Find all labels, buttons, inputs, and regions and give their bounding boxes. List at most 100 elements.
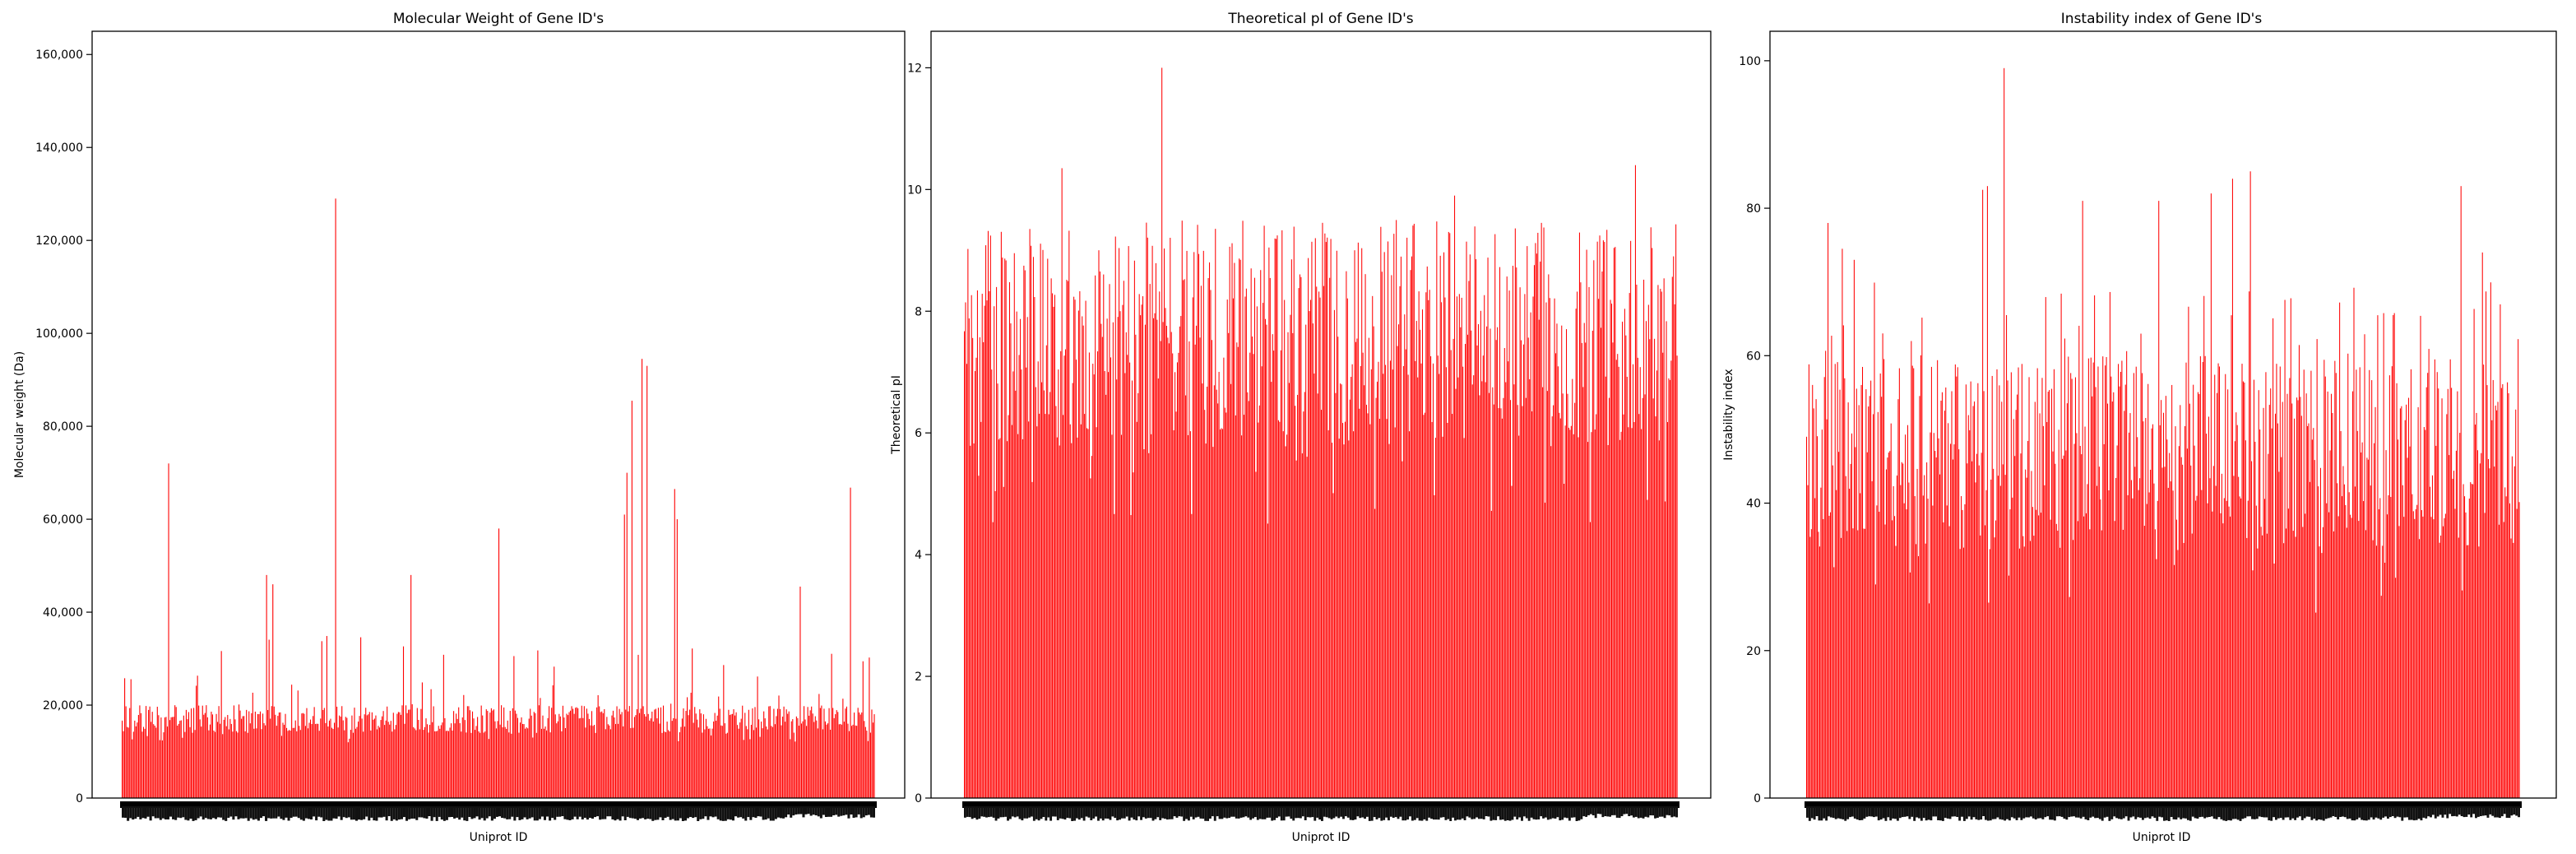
bar bbox=[1604, 242, 1605, 798]
bar bbox=[2495, 405, 2496, 798]
x-tick-label bbox=[1656, 806, 1659, 818]
bar bbox=[1932, 505, 1934, 798]
x-tick-label bbox=[330, 806, 333, 821]
bar bbox=[213, 731, 215, 798]
x-tick-label bbox=[1985, 806, 1987, 820]
x-tick-label bbox=[636, 806, 639, 820]
x-tick-label bbox=[2277, 806, 2280, 819]
bar bbox=[1036, 426, 1038, 798]
x-tick-label bbox=[257, 806, 260, 821]
x-tick-label bbox=[1116, 806, 1119, 821]
x-tick-label bbox=[1434, 806, 1438, 820]
x-tick-label bbox=[1316, 806, 1319, 818]
bar bbox=[1131, 380, 1133, 798]
x-tick-label bbox=[1958, 806, 1962, 821]
bar bbox=[1252, 336, 1253, 798]
bar bbox=[1916, 468, 1918, 798]
x-tick-label bbox=[2241, 806, 2245, 819]
bar bbox=[358, 722, 359, 798]
bar bbox=[1837, 362, 1838, 798]
bar bbox=[1404, 314, 1406, 798]
bar bbox=[1941, 392, 1943, 798]
x-tick-label bbox=[435, 806, 438, 821]
x-tick-label bbox=[363, 806, 366, 819]
x-tick-label bbox=[987, 806, 990, 818]
x-tick-label bbox=[2401, 806, 2404, 821]
x-tick-label bbox=[1508, 806, 1512, 821]
x-axis-label: Uniprot ID bbox=[2133, 831, 2191, 844]
bar bbox=[638, 712, 641, 798]
x-tick-label bbox=[1485, 806, 1488, 816]
bar bbox=[602, 712, 604, 798]
bar bbox=[983, 341, 985, 798]
bar bbox=[461, 717, 463, 798]
plot-frame bbox=[930, 30, 1712, 799]
bar bbox=[1575, 309, 1577, 798]
x-tick-label bbox=[192, 806, 195, 821]
x-tick-label bbox=[739, 806, 743, 818]
bar bbox=[2062, 458, 2064, 798]
bar bbox=[1884, 524, 1886, 798]
bar bbox=[2078, 325, 2080, 798]
bar bbox=[2308, 423, 2310, 798]
bar bbox=[1889, 451, 1891, 798]
bar bbox=[1495, 340, 1497, 799]
x-tick-label bbox=[508, 806, 512, 819]
bar bbox=[697, 727, 699, 798]
y-tick-label: 8 bbox=[915, 305, 922, 318]
x-tick-label bbox=[475, 806, 479, 817]
bar bbox=[596, 707, 598, 798]
bar bbox=[1198, 253, 1200, 798]
x-tick-label bbox=[1147, 806, 1150, 819]
x-tick-label bbox=[466, 806, 469, 821]
bar bbox=[1883, 359, 1885, 798]
bar bbox=[449, 727, 451, 798]
x-tick-label bbox=[1002, 806, 1005, 818]
bar bbox=[220, 651, 222, 798]
bar bbox=[1991, 375, 1993, 798]
bar bbox=[854, 712, 855, 798]
bar bbox=[180, 720, 182, 798]
bar bbox=[1256, 306, 1258, 798]
x-tick-label bbox=[521, 806, 524, 819]
x-tick-label bbox=[1128, 806, 1131, 821]
bar bbox=[480, 705, 482, 798]
bar bbox=[225, 726, 227, 798]
bar bbox=[1298, 288, 1300, 798]
x-tick-label bbox=[1133, 806, 1136, 820]
bar bbox=[1633, 421, 1635, 798]
x-tick-label bbox=[2189, 806, 2192, 821]
x-tick-label bbox=[2460, 806, 2463, 816]
x-tick-label bbox=[1991, 806, 1995, 819]
bar bbox=[2278, 471, 2280, 798]
bar bbox=[1631, 428, 1633, 798]
x-tick-label bbox=[2322, 806, 2325, 821]
bar bbox=[2465, 512, 2467, 798]
x-tick-label bbox=[2263, 806, 2266, 818]
bar bbox=[2084, 426, 2086, 798]
bar bbox=[2066, 403, 2068, 798]
bar bbox=[232, 731, 234, 798]
x-tick-label bbox=[1873, 806, 1875, 818]
bar bbox=[1400, 256, 1402, 798]
bar bbox=[2446, 414, 2448, 798]
x-tick-label bbox=[2361, 806, 2364, 820]
bar bbox=[1921, 318, 1923, 798]
theoretical-pi-chart: Theoretical pI of Gene ID's Uniprot ID T… bbox=[890, 11, 1712, 844]
bar bbox=[606, 717, 608, 798]
x-tick-label bbox=[614, 806, 617, 821]
x-tick-label bbox=[134, 806, 137, 819]
x-tick-label bbox=[2132, 806, 2135, 817]
bar bbox=[2475, 425, 2476, 798]
bar bbox=[1554, 298, 1555, 798]
bar bbox=[2044, 485, 2046, 798]
bar bbox=[2462, 484, 2464, 798]
bar bbox=[2354, 486, 2356, 798]
bar bbox=[1510, 400, 1512, 798]
x-tick-label bbox=[1204, 806, 1207, 821]
x-tick-label bbox=[2343, 806, 2347, 818]
bar bbox=[861, 712, 863, 798]
x-tick-label bbox=[964, 806, 966, 818]
bar bbox=[1207, 278, 1209, 798]
